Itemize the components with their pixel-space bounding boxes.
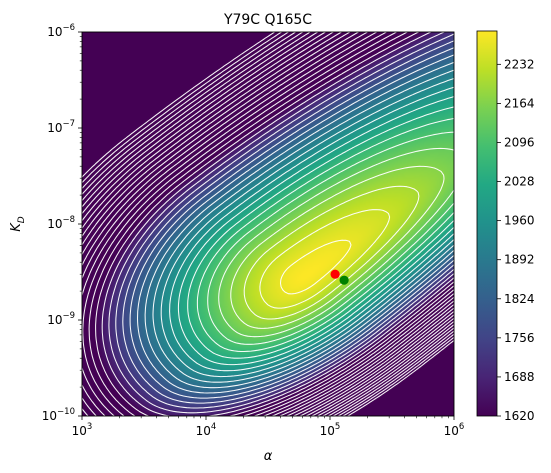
contour-line <box>279 239 352 295</box>
contour-line <box>243 185 420 320</box>
contour-line <box>259 209 391 309</box>
contour-line <box>82 32 454 416</box>
x-tick-label: 104 <box>196 422 217 438</box>
x-tick-label: 105 <box>320 422 341 438</box>
contour-line <box>169 86 454 372</box>
colorbar-tick-label: 1688 <box>504 370 535 384</box>
heatmap-surface <box>82 32 454 416</box>
contour-line <box>101 32 454 416</box>
x-tick-label: 103 <box>72 422 93 438</box>
contour-line <box>177 96 454 366</box>
colorbar-tick-label: 1756 <box>504 331 535 345</box>
contour-line <box>82 32 454 416</box>
contour-line <box>82 32 454 416</box>
contour-line <box>129 47 454 399</box>
x-axis-label: α <box>264 449 273 464</box>
y-tick-label: 10−6 <box>47 23 75 39</box>
y-tick-label: 10−9 <box>47 311 75 327</box>
contour-line <box>82 32 454 416</box>
contour-line <box>218 147 454 338</box>
contour-lines <box>82 32 454 416</box>
contour-line <box>82 32 454 416</box>
colorbar-tick-label: 2164 <box>504 96 535 110</box>
heatmap-image <box>82 32 454 416</box>
colorbar-tick-label: 2232 <box>504 57 535 71</box>
y-axis-label-sub: D <box>17 216 27 223</box>
markers <box>330 269 349 285</box>
colorbar-tick-label: 2096 <box>504 135 535 149</box>
contour-line <box>122 40 454 404</box>
colorbar-tick-label: 1960 <box>504 214 535 228</box>
contour-line <box>152 69 454 383</box>
marker-green <box>339 275 349 285</box>
contour-line <box>95 32 454 416</box>
contour-line <box>160 77 454 378</box>
colorbar-tick-label: 1892 <box>504 253 535 267</box>
contour-line <box>82 32 454 416</box>
chart-title: Y79C Q165C <box>223 12 312 28</box>
marker-red <box>330 269 340 279</box>
contour-line <box>108 32 454 414</box>
colorbar-tick-label: 2028 <box>504 175 535 189</box>
x-tick-label: 106 <box>444 422 465 438</box>
colorbar-tick-label: 1824 <box>504 292 535 306</box>
contour-line <box>115 33 454 409</box>
contour-line <box>187 106 454 359</box>
contour-line <box>207 131 454 345</box>
contour-line <box>82 32 454 416</box>
x-axis-ticks: 103 104 105 106 <box>72 416 465 438</box>
contour-line <box>82 32 454 416</box>
y-axis-ticks: 10−10 10−9 10−8 10−7 10−6 <box>42 23 82 423</box>
contour-line <box>136 54 454 394</box>
y-axis-label-main: K <box>9 222 24 232</box>
y-tick-label: 10−10 <box>42 407 75 423</box>
y-tick-label: 10−7 <box>47 119 75 135</box>
y-tick-label: 10−8 <box>47 215 75 231</box>
contour-line <box>88 32 454 416</box>
y-axis-label: KD <box>9 216 27 232</box>
colorbar-ticks: 1620 1688 1756 1824 1892 1960 2028 2096 2164 2232 <box>497 57 535 423</box>
contour-line <box>230 165 445 329</box>
contour-line <box>82 32 454 416</box>
colorbar <box>476 30 498 417</box>
contour-line <box>196 117 454 353</box>
contour-line <box>144 61 454 389</box>
colorbar-tick-label: 1620 <box>504 409 535 423</box>
